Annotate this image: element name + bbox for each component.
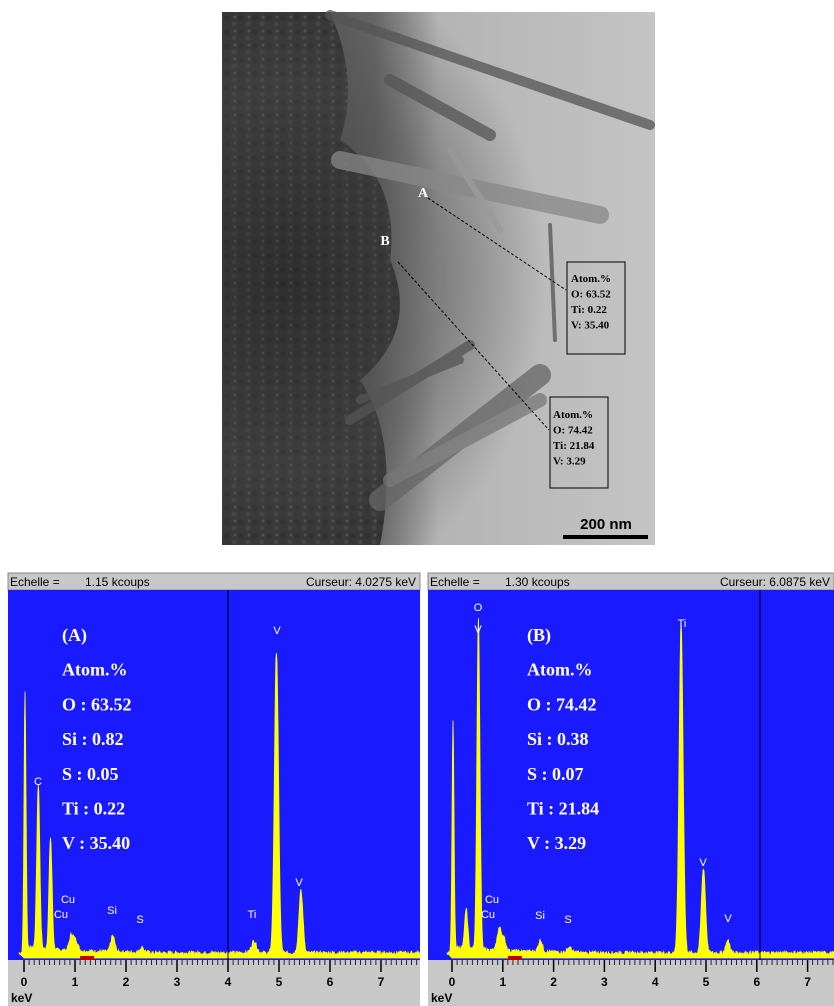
spectrum: Echelle = 1.15 kcoups Curseur: 4.0275 keV 0… xyxy=(8,573,420,1006)
scale-label: 200 nm xyxy=(580,516,632,533)
peak-label: V xyxy=(724,913,732,925)
axis-label: 3 xyxy=(601,975,608,989)
composition-line: V : 3.29 xyxy=(527,833,586,853)
composition-line: Si : 0.38 xyxy=(527,729,589,749)
composition-line: O : 63.52 xyxy=(62,694,132,714)
axis-label: 3 xyxy=(174,975,181,989)
peak-label: Cu xyxy=(481,909,495,921)
peak-label: Cu xyxy=(61,894,75,906)
composition-line: S : 0.05 xyxy=(62,764,119,784)
composition-line: (B) xyxy=(527,625,551,646)
axis-unit: keV xyxy=(431,991,452,1005)
composition-line: Ti : 21.84 xyxy=(527,799,599,819)
box-line: Ti: 0.22 xyxy=(571,304,607,316)
axis-label: 5 xyxy=(703,975,710,989)
peak-label: Si xyxy=(535,910,545,922)
peak-label: Ti xyxy=(678,618,687,630)
peak-label: S xyxy=(564,914,571,926)
composition-line: (A) xyxy=(62,625,87,646)
axis-label: 2 xyxy=(123,975,130,989)
peak-label: Ti xyxy=(248,909,257,921)
composition-line: O : 74.42 xyxy=(527,694,597,714)
peak-label: V xyxy=(699,857,707,869)
axis-label: 1 xyxy=(499,975,506,989)
axis-label: 5 xyxy=(276,975,283,989)
axis-label: 0 xyxy=(21,975,28,989)
composition-line: Ti : 0.22 xyxy=(62,799,125,819)
peak-label: Cu xyxy=(485,894,499,906)
composition-line: V : 35.40 xyxy=(62,833,130,853)
peak-label: Cu xyxy=(54,909,68,921)
axis-label: 2 xyxy=(550,975,557,989)
axis-label: 7 xyxy=(378,975,385,989)
axis-label: 4 xyxy=(225,975,232,989)
axis-label: 0 xyxy=(449,975,456,989)
axis-bar xyxy=(8,960,420,1006)
peak-label: V xyxy=(295,877,303,889)
scale-label: Echelle = xyxy=(430,575,480,589)
point-label: A xyxy=(418,186,429,201)
peak-label: O xyxy=(474,602,483,614)
cursor-label: Curseur: 4.0275 keV xyxy=(306,575,416,589)
axis-label: 6 xyxy=(327,975,334,989)
scale-label: Echelle = xyxy=(10,575,60,589)
figure: A B 200 nm Atom.% O: 63.52 Ti: 0.22 V: 35.4… xyxy=(0,0,834,1006)
box-line: V: 35.40 xyxy=(571,320,610,332)
peak-label: S xyxy=(136,914,143,926)
composition-line: S : 0.07 xyxy=(527,764,584,784)
box-line: Atom.% xyxy=(571,273,611,285)
cursor-label: Curseur: 6.0875 keV xyxy=(720,575,830,589)
composition-line: Si : 0.82 xyxy=(62,729,124,749)
scale-value: 1.15 kcoups xyxy=(85,575,150,589)
spectrum: Echelle = 1.30 kcoups Curseur: 6.0875 keV 0… xyxy=(428,573,834,1006)
box-line: O: 63.52 xyxy=(571,289,611,301)
peak-label: Si xyxy=(107,905,117,917)
marker xyxy=(80,956,94,960)
box-line: O: 74.42 xyxy=(553,425,593,437)
axis-bar xyxy=(428,960,834,1006)
composition-line: Atom.% xyxy=(62,660,128,680)
composition-line: Atom.% xyxy=(527,660,593,680)
peak-label: V xyxy=(474,624,482,636)
scale-value: 1.30 kcoups xyxy=(505,575,570,589)
peak-label: C xyxy=(34,776,42,788)
axis-label: 7 xyxy=(804,975,811,989)
axis-label: 6 xyxy=(753,975,760,989)
box-line: Ti: 21.84 xyxy=(553,440,595,452)
box-line: Atom.% xyxy=(553,409,593,421)
box-line: V: 3.29 xyxy=(553,456,586,468)
axis-label: 4 xyxy=(652,975,659,989)
axis-label: 1 xyxy=(72,975,79,989)
point-label: B xyxy=(380,234,389,249)
axis-unit: keV xyxy=(11,991,32,1005)
marker xyxy=(508,956,522,960)
peak-label: V xyxy=(273,625,281,637)
